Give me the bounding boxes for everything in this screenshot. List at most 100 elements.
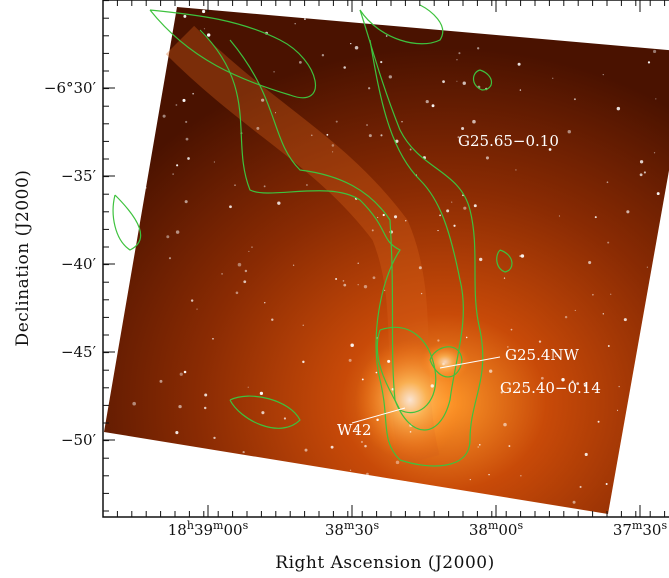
star xyxy=(539,340,541,342)
star xyxy=(280,463,283,466)
star xyxy=(275,112,276,113)
star xyxy=(132,402,136,406)
star xyxy=(479,258,482,261)
star xyxy=(299,61,302,64)
star xyxy=(273,71,274,72)
star xyxy=(432,104,435,107)
star xyxy=(504,277,505,278)
star xyxy=(606,483,608,485)
star xyxy=(461,127,464,130)
star xyxy=(456,59,457,60)
star xyxy=(617,107,620,110)
star xyxy=(437,230,438,231)
star xyxy=(410,431,412,433)
star xyxy=(368,87,370,89)
y-tick-label: −35′ xyxy=(61,167,97,185)
star xyxy=(607,242,609,244)
star xyxy=(472,120,476,124)
star xyxy=(335,278,337,280)
star xyxy=(141,137,143,139)
star xyxy=(664,222,667,225)
star xyxy=(421,293,422,294)
star xyxy=(641,10,643,12)
star xyxy=(364,285,367,288)
star xyxy=(426,100,429,103)
star xyxy=(384,290,385,291)
star xyxy=(343,15,346,18)
star xyxy=(573,501,576,504)
star xyxy=(138,193,140,195)
star xyxy=(163,115,166,118)
star xyxy=(261,489,263,491)
star xyxy=(657,192,660,195)
star xyxy=(293,265,294,266)
star xyxy=(521,254,524,257)
star xyxy=(358,284,359,285)
star xyxy=(626,210,629,213)
star xyxy=(122,86,125,89)
star xyxy=(350,344,353,347)
star xyxy=(238,263,242,267)
star xyxy=(178,405,181,408)
star xyxy=(565,316,567,318)
star xyxy=(248,251,249,252)
star xyxy=(420,21,422,23)
star xyxy=(111,297,114,300)
star xyxy=(176,104,178,106)
star xyxy=(261,411,264,414)
y-tick-label: −40′ xyxy=(61,255,97,273)
x-tick-label: 38m30s xyxy=(325,519,380,540)
star xyxy=(376,372,378,374)
star xyxy=(303,325,304,326)
x-tick-label: 37m30s xyxy=(613,519,668,540)
star xyxy=(183,15,186,18)
star xyxy=(394,215,397,218)
star xyxy=(115,179,118,182)
star xyxy=(451,202,452,203)
star xyxy=(185,121,187,123)
star xyxy=(204,28,205,29)
star xyxy=(234,184,236,186)
star xyxy=(431,384,434,387)
star xyxy=(155,81,156,82)
star xyxy=(372,229,374,231)
star xyxy=(605,32,608,35)
star xyxy=(362,378,364,380)
star xyxy=(343,284,346,287)
star xyxy=(186,138,189,141)
star xyxy=(396,461,400,465)
star xyxy=(207,33,210,36)
star xyxy=(504,17,505,18)
star xyxy=(489,369,492,372)
star xyxy=(386,35,388,37)
star xyxy=(245,270,247,272)
star xyxy=(271,319,273,321)
star xyxy=(470,479,471,480)
star xyxy=(610,294,611,295)
star xyxy=(366,124,368,126)
x-tick-label: 38m00s xyxy=(469,519,524,540)
star xyxy=(479,444,481,446)
star xyxy=(624,318,627,321)
star xyxy=(215,491,217,493)
star xyxy=(474,204,477,207)
star xyxy=(264,302,265,303)
star xyxy=(326,134,328,136)
star xyxy=(119,164,122,167)
star xyxy=(588,261,591,264)
star xyxy=(607,181,609,183)
star xyxy=(552,21,554,23)
star xyxy=(331,446,334,449)
star xyxy=(109,252,111,254)
star xyxy=(214,161,215,162)
star xyxy=(111,498,114,501)
star xyxy=(120,179,121,180)
star xyxy=(377,217,378,218)
star xyxy=(653,50,656,53)
star xyxy=(125,290,128,293)
star xyxy=(248,387,249,388)
star xyxy=(149,120,150,121)
star xyxy=(358,263,359,264)
star xyxy=(405,481,406,482)
star xyxy=(552,78,553,79)
